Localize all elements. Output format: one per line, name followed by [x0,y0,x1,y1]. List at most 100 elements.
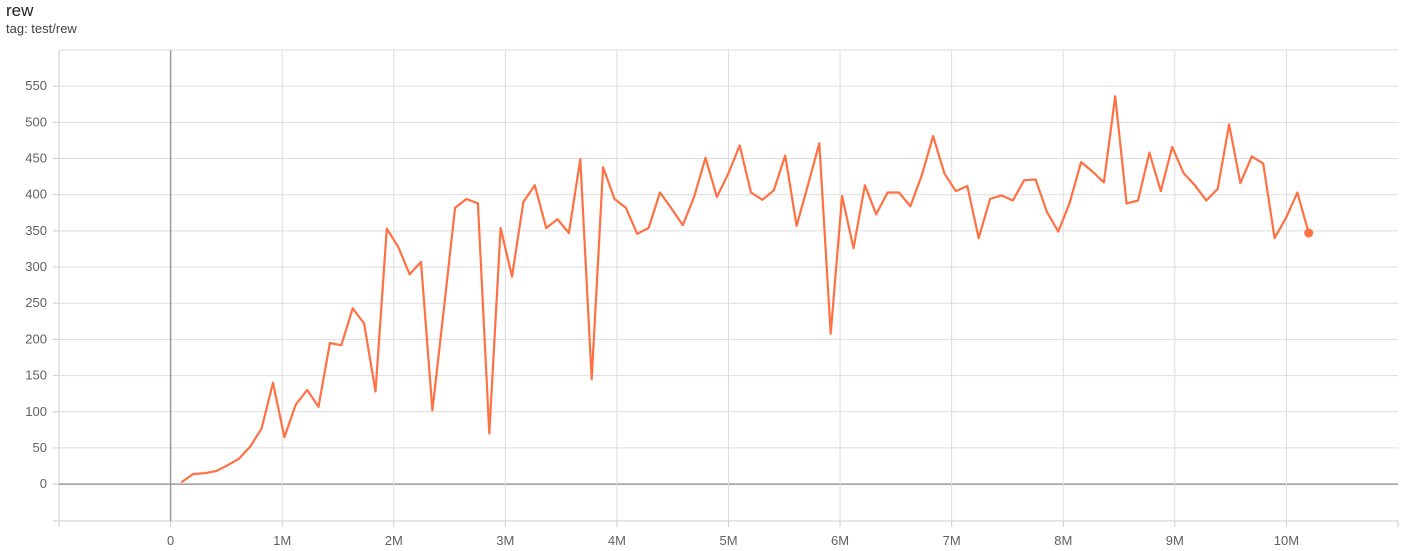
y-tick-label: 200 [25,331,47,346]
data-point [237,457,240,460]
data-point [989,198,992,201]
data-point [943,172,946,175]
data-point [590,378,593,381]
data-point [499,226,502,229]
y-tick-label: 300 [25,259,47,274]
x-tick-label: 7M [943,533,961,548]
data-point [511,275,514,278]
data-point [1011,199,1014,202]
data-point [897,191,900,194]
data-point [647,226,650,229]
data-point [522,200,525,203]
data-point [488,432,491,435]
data-point [1284,216,1287,219]
data-point [215,470,218,473]
y-tick-label: 250 [25,295,47,310]
data-point [192,472,195,475]
data-point [567,232,570,235]
data-point [1205,199,1208,202]
data-point [954,190,957,193]
data-point [351,307,354,310]
data-point [863,184,866,187]
data-point [1182,171,1185,174]
data-point [727,172,730,175]
data-point [852,247,855,250]
x-tick-label: 10M [1274,533,1299,548]
data-point [556,218,559,221]
y-tick-label: 0 [40,476,47,491]
data-point [932,135,935,138]
chart-tag: tag: test/rew [6,21,77,36]
data-point [340,344,343,347]
data-point [579,158,582,161]
data-point [283,436,286,439]
last-point-marker [1304,228,1314,238]
data-point [1068,201,1071,204]
data-point [374,390,377,393]
data-point [1171,145,1174,148]
data-point [249,445,252,448]
data-point [328,342,331,345]
x-tick-label: 6M [831,533,849,548]
data-point [442,309,445,312]
series-line [181,95,1310,483]
data-point [397,245,400,248]
y-tick-label: 400 [25,187,47,202]
data-point [1148,151,1151,154]
y-tick-label: 50 [33,440,47,455]
data-point [1057,230,1060,233]
data-point [806,184,809,187]
data-point [909,205,912,208]
data-point [465,198,468,201]
y-tick-label: 450 [25,151,47,166]
data-point [1023,179,1026,182]
data-point [294,403,297,406]
data-point [226,464,229,467]
y-tick-label: 100 [25,404,47,419]
data-point [624,206,627,209]
data-point [704,156,707,159]
data-point [1091,170,1094,173]
x-tick-label: 3M [496,533,514,548]
data-point [841,195,844,198]
data-point [180,480,183,483]
data-point [977,237,980,240]
x-tick-label: 2M [385,533,403,548]
data-point [272,381,275,384]
data-point [966,185,969,188]
data-point [1159,190,1162,193]
data-point [1273,237,1276,240]
data-point [306,389,309,392]
data-point [761,198,764,201]
y-tick-label: 550 [25,78,47,93]
data-point [1000,194,1003,197]
data-point [613,198,616,201]
data-point [784,154,787,157]
x-tick-label: 1M [273,533,291,548]
data-point [317,405,320,408]
data-point [1137,199,1140,202]
data-point [693,195,696,198]
data-point [829,332,832,335]
data-point [1080,161,1083,164]
data-point [1045,211,1048,214]
y-tick-label: 350 [25,223,47,238]
data-point [1125,202,1128,205]
data-point [681,224,684,227]
data-point [636,232,639,235]
data-point [920,174,923,177]
data-point [875,213,878,216]
data-point [1193,184,1196,187]
data-point [385,227,388,230]
data-point [1228,123,1231,126]
data-point [454,206,457,209]
data-point [1034,178,1037,181]
data-point [1262,162,1265,165]
data-point [363,322,366,325]
x-tick-label: 5M [719,533,737,548]
y-tick-label: 500 [25,114,47,129]
data-point [795,224,798,227]
data-point [1114,95,1117,98]
y-tick-label: 150 [25,368,47,383]
